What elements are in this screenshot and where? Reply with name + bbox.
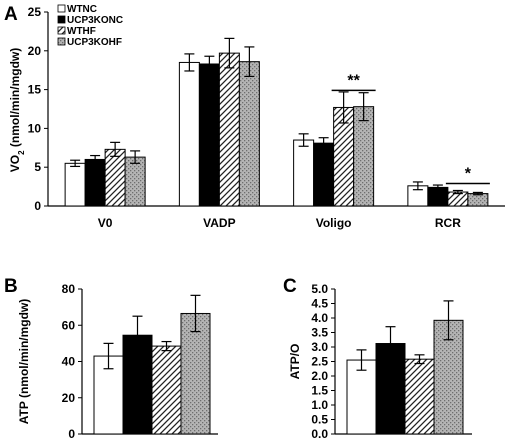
panel-a-letter: A (4, 4, 18, 25)
legend-label: WTHF (67, 26, 96, 37)
bar-wtnc (64, 162, 86, 207)
panel-b-chart: B 0 20 40 60 80 ATP (nmol/min/mgdw) (4, 276, 218, 440)
legend-swatch (57, 4, 66, 13)
y-tick-label: 5 (34, 160, 41, 174)
panel-c-chart: C 0.00.51.01.52.02.53.03.54.04.55.0 ATP/O (283, 276, 472, 440)
y-tick-label: 3.5 (311, 326, 328, 340)
bar-wtnc (178, 61, 200, 207)
y-tick-label: 4.0 (311, 311, 328, 325)
bar-ucp3konc (313, 142, 335, 207)
y-tick-label: 20 (62, 391, 76, 405)
bar-ucp3konc (198, 63, 220, 207)
bar-ucp3kohf (353, 106, 375, 207)
y-tick-label: 3.0 (311, 340, 328, 354)
significance-marker: * (465, 165, 472, 182)
legend-swatch (57, 15, 66, 24)
y-tick-label: 0 (68, 427, 75, 440)
y-tick-label: 10 (28, 121, 42, 135)
category-label: VADP (203, 216, 235, 230)
significance-marker: ** (347, 72, 360, 89)
y-tick-label: 20 (28, 44, 42, 58)
bar-wtnc (346, 359, 377, 435)
y-tick-label: 0.0 (311, 427, 328, 440)
y-tick-label: 0 (34, 199, 41, 213)
bar-ucp3kohf (180, 312, 211, 435)
bar-ucp3kohf (238, 61, 260, 207)
y-tick-label: 4.5 (311, 297, 328, 311)
panel-a-y-axis-title: VO2 (nmol/min/mgdw) (8, 48, 26, 172)
panel-c-letter: C (283, 276, 297, 297)
y-tick-label: 25 (28, 5, 42, 19)
legend-label: WTNC (67, 4, 97, 15)
bar-wthf (404, 358, 435, 435)
category-label: Voligo (316, 216, 352, 230)
panel-b-y-axis-title: ATP (nmol/min/mgdw) (17, 299, 31, 425)
bar-ucp3kohf (124, 156, 146, 207)
legend-swatch (57, 37, 66, 46)
y-tick-label: 2.0 (311, 369, 328, 383)
y-tick-label: 0.5 (311, 413, 328, 427)
legend-label: UCP3KONC (67, 15, 123, 26)
legend-label: UCP3KOHF (67, 37, 122, 48)
y-tick-label: 60 (62, 318, 76, 332)
bar-wthf (151, 345, 182, 435)
panel-b-letter: B (4, 276, 18, 297)
y-tick-label: 2.5 (311, 355, 328, 369)
y-tick-label: 40 (62, 355, 76, 369)
y-tick-label: 5.0 (311, 282, 328, 296)
category-label: V0 (98, 216, 113, 230)
y-tick-label: 15 (28, 83, 42, 97)
bar-ucp3konc (84, 158, 106, 207)
bar-wthf (218, 52, 240, 207)
panel-c-y-axis-title: ATP/O (288, 344, 302, 380)
y-tick-label: 1.0 (311, 398, 328, 412)
legend-swatch (57, 26, 66, 35)
panel-a-chart: A 0 5 10 15 20 25 VO2 (nmol/min/mgdw) V0 VADP Voli… (4, 4, 505, 230)
bar-wthf (104, 148, 126, 207)
category-label: RCR (435, 216, 461, 230)
y-tick-label: 1.5 (311, 384, 328, 398)
y-tick-label: 80 (62, 282, 76, 296)
bar-wtnc (293, 139, 315, 207)
bar-ucp3kohf (467, 193, 489, 207)
bar-ucp3konc (122, 334, 153, 435)
